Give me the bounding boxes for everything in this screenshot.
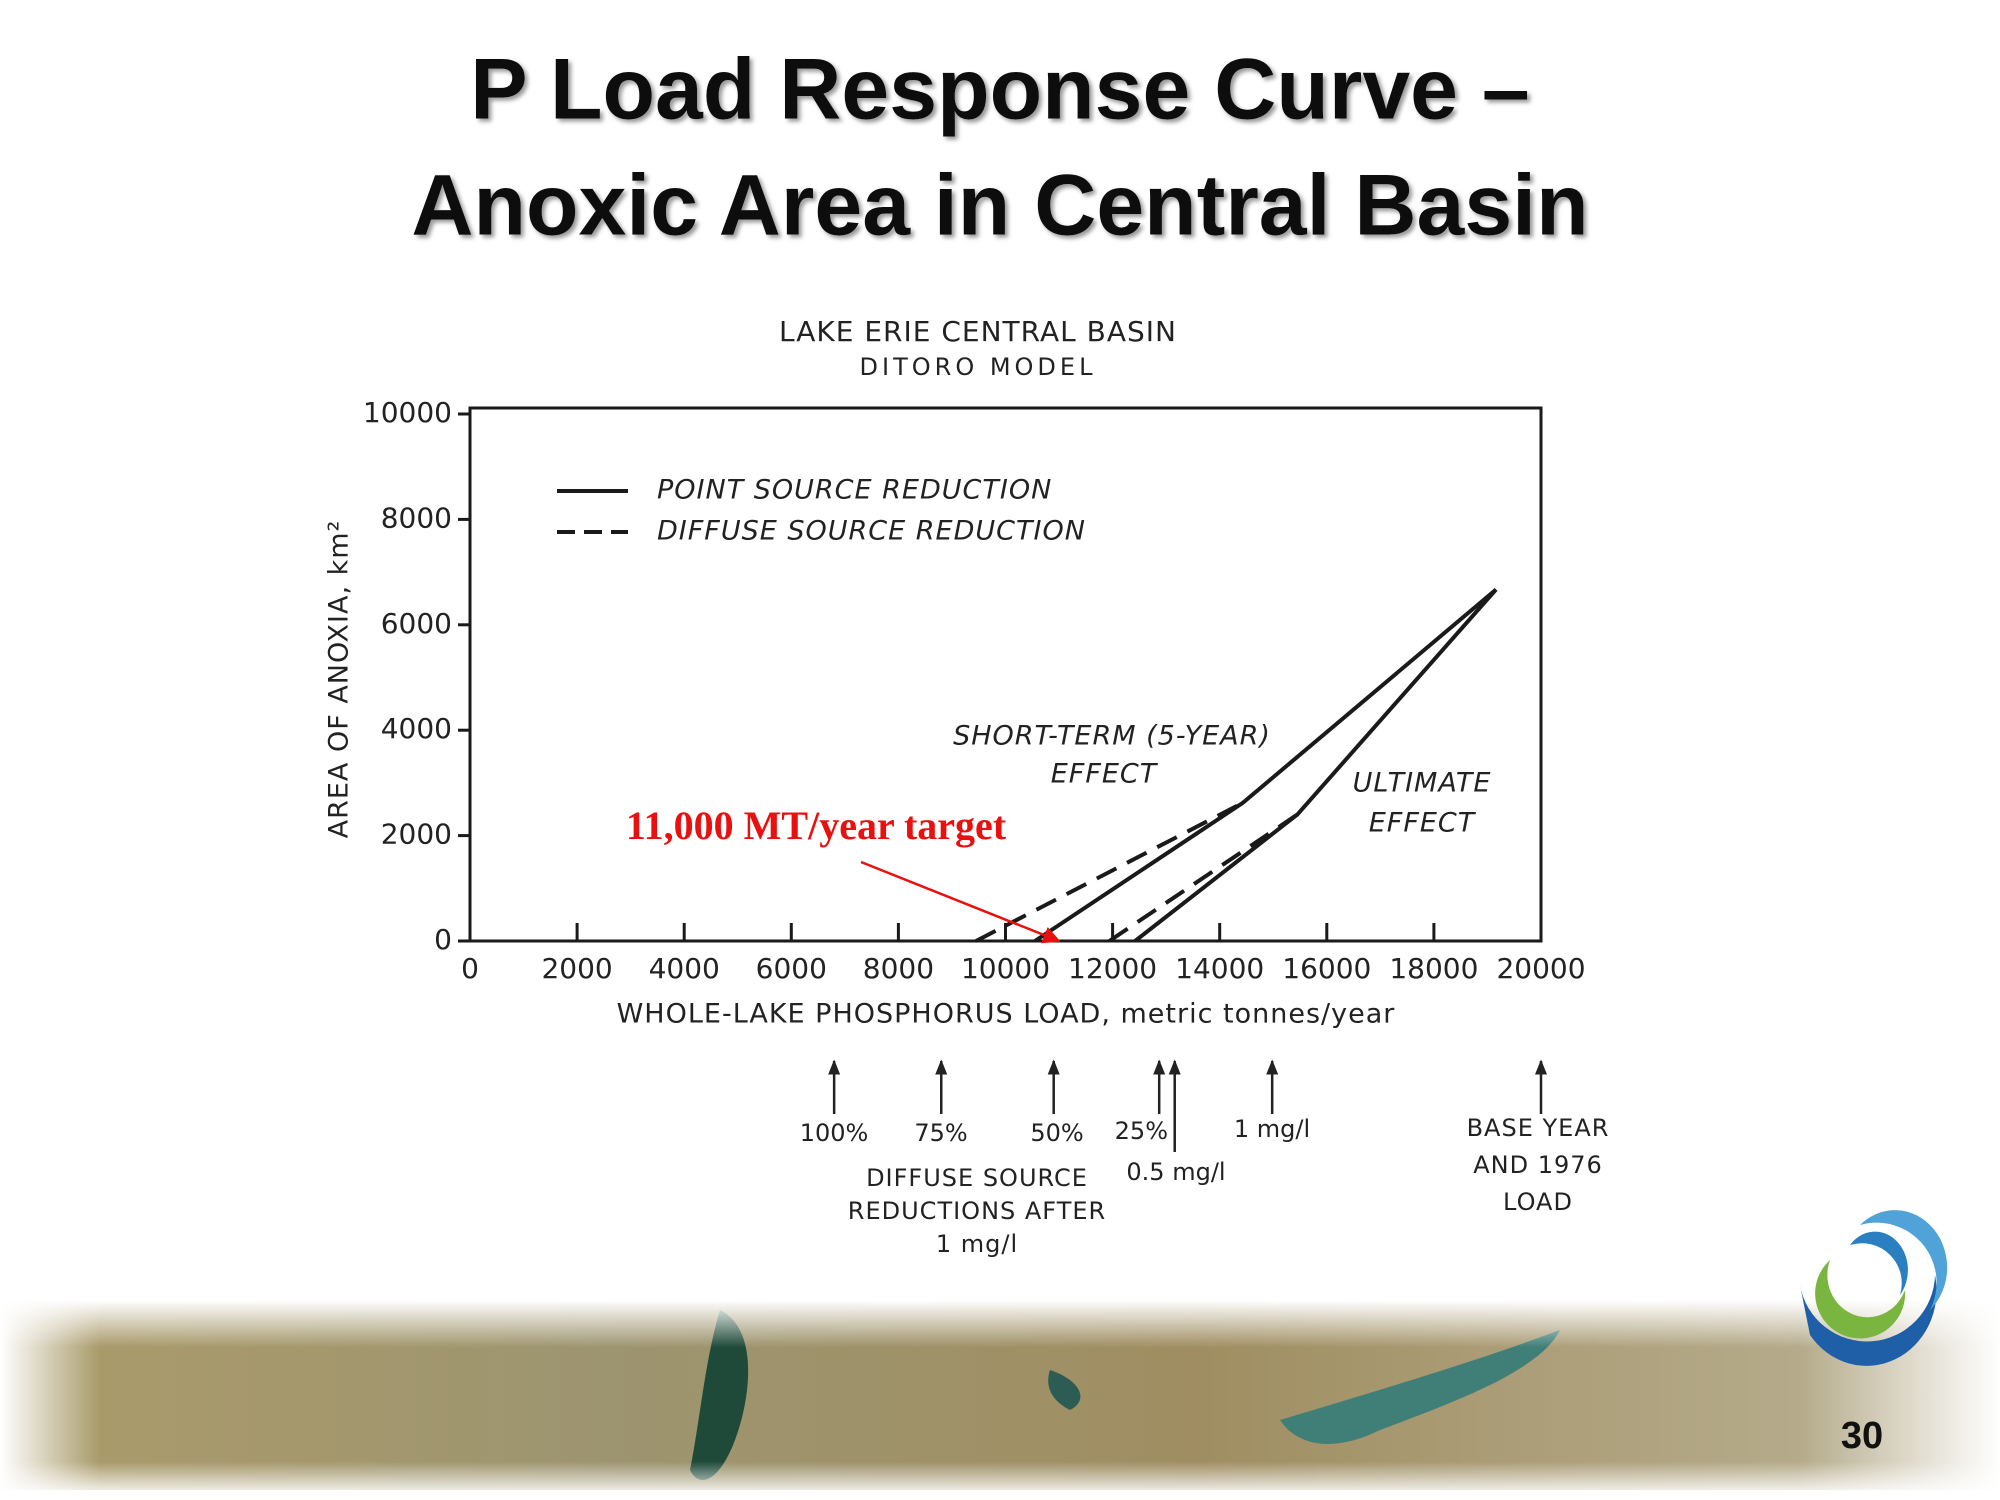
y-tick-label: 10000 — [363, 396, 452, 429]
x-tick-label: 0 — [461, 952, 479, 985]
x-tick-label: 12000 — [1068, 952, 1157, 985]
curve — [1108, 812, 1299, 943]
curve — [1033, 587, 1498, 943]
marker-group-label: REDUCTIONS AFTER — [848, 1197, 1106, 1225]
marker-label: 75% — [914, 1119, 967, 1147]
x-tick-label: 4000 — [649, 952, 720, 985]
x-tick-label: 2000 — [541, 952, 612, 985]
y-tick-label: 8000 — [381, 501, 452, 534]
y-tick-label: 0 — [434, 923, 452, 956]
curve — [975, 801, 1244, 943]
annotation: 11,000 MT/year target — [626, 803, 1007, 848]
legend-label: POINT SOURCE REDUCTION — [657, 475, 1052, 506]
curve-label: EFFECT — [1051, 759, 1159, 790]
curve — [1133, 588, 1498, 943]
x-axis-label: WHOLE-LAKE PHOSPHORUS LOAD, metric tonne… — [617, 999, 1396, 1030]
x-tick-label: 10000 — [961, 952, 1050, 985]
y-tick-label: 6000 — [381, 607, 452, 640]
legend-label: DIFFUSE SOURCE REDUCTION — [657, 516, 1086, 547]
marker-label: 0.5 mg/l — [1126, 1158, 1225, 1186]
marker-label: BASE YEAR — [1467, 1114, 1610, 1142]
x-tick-label: 20000 — [1496, 952, 1585, 985]
marker-label: AND 1976 — [1473, 1151, 1603, 1179]
page-number: 30 — [1841, 1415, 1883, 1457]
curve-label: SHORT-TERM (5-YEAR) — [953, 721, 1271, 752]
curve-label: ULTIMATE — [1353, 768, 1492, 799]
chart-title: LAKE ERIE CENTRAL BASIN — [779, 315, 1177, 348]
slide-title: P Load Response Curve – — [470, 42, 1529, 138]
slide-title: Anoxic Area in Central Basin — [411, 158, 1588, 254]
y-tick-label: 4000 — [381, 712, 452, 745]
y-axis-label: AREA OF ANOXIA, km² — [324, 520, 355, 839]
logo — [1800, 1210, 1948, 1366]
x-tick-label: 18000 — [1389, 952, 1478, 985]
marker-label: 50% — [1030, 1119, 1083, 1147]
annotation-arrow — [860, 860, 1061, 944]
x-tick-label: 6000 — [756, 952, 827, 985]
chart-subtitle: DITORO MODEL — [860, 353, 1097, 381]
marker-group-label: 1 mg/l — [936, 1230, 1018, 1258]
marker-label: 100% — [800, 1119, 869, 1147]
satellite-band — [0, 1300, 2000, 1490]
curve-label: EFFECT — [1369, 808, 1477, 839]
marker-label: 25% — [1115, 1117, 1168, 1145]
marker-group-label: DIFFUSE SOURCE — [866, 1164, 1088, 1192]
marker-label: 1 mg/l — [1234, 1115, 1310, 1143]
marker-label: LOAD — [1503, 1188, 1573, 1216]
y-tick-label: 2000 — [381, 818, 452, 851]
x-tick-label: 16000 — [1282, 952, 1371, 985]
x-tick-label: 14000 — [1175, 952, 1264, 985]
x-tick-label: 8000 — [863, 952, 934, 985]
